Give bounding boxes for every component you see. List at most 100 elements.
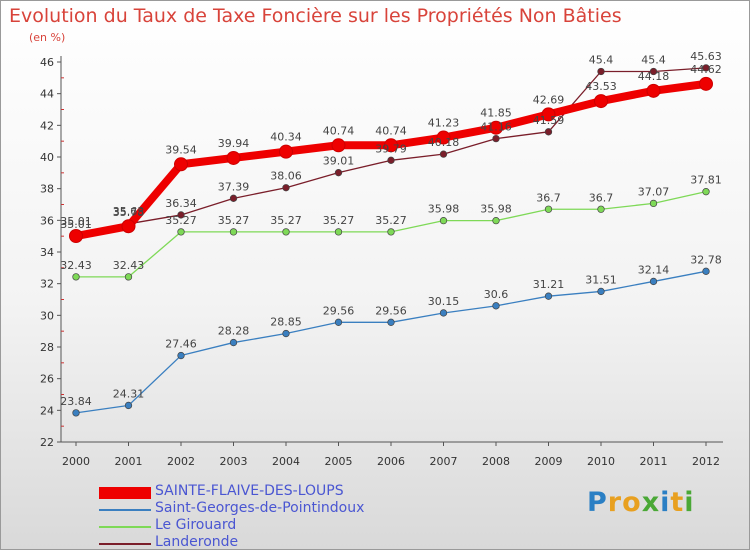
data-point-3 <box>597 67 605 76</box>
logo-letter: t <box>670 487 685 518</box>
data-point-0 <box>279 144 293 159</box>
data-label-2: 37.81 <box>690 174 722 187</box>
data-label-1: 30.6 <box>484 288 509 301</box>
line-chart: 22 24 26 28 30 32 34 36 38 40 42 44 46 2000 2001 2002 20… <box>40 50 723 468</box>
data-point-0 <box>699 76 713 91</box>
data-label-2: 36.7 <box>536 191 561 204</box>
data-point-3 <box>649 67 658 76</box>
data-point-0 <box>646 83 661 98</box>
legend-label-3: Landeronde <box>155 534 239 550</box>
y-tick-label: 30 <box>40 309 54 322</box>
data-point-2 <box>229 228 238 236</box>
data-point-3 <box>387 156 395 164</box>
y-tick-label: 24 <box>40 404 54 417</box>
x-tick-label: 2012 <box>692 455 720 468</box>
data-label-2: 35.98 <box>428 203 460 216</box>
data-point-2 <box>492 216 500 225</box>
chart-title: Evolution du Taux de Taxe Foncière sur l… <box>9 5 622 27</box>
data-point-1 <box>702 267 710 275</box>
data-label-1: 29.56 <box>323 304 355 317</box>
x-tick-label: 2002 <box>167 455 195 468</box>
data-label-1: 31.51 <box>585 273 617 286</box>
x-tick-label: 2000 <box>62 455 90 468</box>
data-label-1: 29.56 <box>375 304 407 317</box>
logo-letter: o <box>622 487 642 518</box>
data-point-1 <box>334 318 343 326</box>
data-point-1 <box>492 302 500 310</box>
data-label-3: 41.59 <box>533 114 565 127</box>
data-point-1 <box>177 351 185 360</box>
data-point-0 <box>226 150 241 165</box>
data-label-0: 35.63 <box>113 205 145 218</box>
data-point-1 <box>439 309 448 317</box>
data-point-0 <box>69 229 83 244</box>
data-label-3: 39.01 <box>323 155 355 168</box>
data-point-1 <box>597 287 605 296</box>
data-label-2: 36.7 <box>589 191 614 204</box>
data-label-0: 44.18 <box>638 70 670 83</box>
x-tick-label: 2006 <box>377 455 405 468</box>
data-label-3: 41.16 <box>480 121 512 134</box>
data-label-3: 35.78 <box>113 206 145 219</box>
y-tick-label: 22 <box>40 436 54 449</box>
data-point-0 <box>384 138 398 153</box>
data-label-1: 32.78 <box>690 253 722 266</box>
data-point-2 <box>177 228 185 236</box>
data-point-2 <box>72 273 80 281</box>
data-point-0 <box>489 120 503 135</box>
data-label-2: 35.27 <box>323 214 355 227</box>
x-tick-label: 2001 <box>115 455 143 468</box>
data-label-2: 35.27 <box>270 214 302 227</box>
data-label-3: 40.18 <box>428 136 460 149</box>
y-unit-label: (en %) <box>29 31 66 44</box>
data-point-2 <box>544 205 553 213</box>
data-point-1 <box>387 318 395 326</box>
legend-label-0: SAINTE-FLAIVE-DES-LOUPS <box>155 483 344 499</box>
data-label-1: 28.85 <box>270 316 302 329</box>
data-point-3 <box>702 64 710 72</box>
data-point-2 <box>387 228 395 236</box>
legend-swatch-2 <box>99 526 151 528</box>
data-point-3 <box>229 194 238 202</box>
data-label-0: 41.23 <box>428 117 460 130</box>
y-tick-label: 42 <box>40 119 54 132</box>
y-tick-label: 34 <box>40 246 54 259</box>
data-label-1: 24.31 <box>113 387 145 400</box>
data-label-1: 23.84 <box>60 395 92 408</box>
data-point-2 <box>439 216 448 225</box>
data-label-0: 40.34 <box>270 131 302 144</box>
data-label-3: 45.63 <box>690 50 722 63</box>
data-label-2: 32.43 <box>113 259 145 272</box>
data-point-0 <box>121 219 136 234</box>
logo-letter: i <box>684 487 695 518</box>
data-label-1: 31.21 <box>533 278 565 291</box>
data-label-2: 35.27 <box>375 214 407 227</box>
logo-letter: r <box>607 487 623 518</box>
data-point-3 <box>492 134 500 143</box>
legend-swatch-0 <box>99 487 151 499</box>
data-label-3: 35.01 <box>60 218 92 231</box>
y-tick-label: 28 <box>40 341 54 354</box>
data-point-1 <box>544 292 553 300</box>
logo-letter: P <box>587 487 608 518</box>
data-point-2 <box>124 273 133 281</box>
legend-swatch-3 <box>99 543 151 545</box>
data-label-0: 35.01 <box>60 215 92 228</box>
logo-letter: x <box>641 487 661 518</box>
data-point-1 <box>72 409 80 417</box>
data-point-1 <box>229 338 238 347</box>
data-label-0: 39.94 <box>218 137 250 150</box>
data-label-0: 43.53 <box>585 80 617 93</box>
data-label-0: 41.85 <box>480 107 512 120</box>
legend-label-2: Le Girouard <box>155 517 237 533</box>
data-point-0 <box>594 94 608 109</box>
data-point-3 <box>334 169 343 177</box>
data-label-2: 35.27 <box>218 214 250 227</box>
data-point-0 <box>436 130 451 145</box>
data-point-2 <box>334 228 343 236</box>
data-label-3: 45.4 <box>589 54 614 67</box>
data-label-3: 37.39 <box>218 180 250 193</box>
data-point-1 <box>124 401 133 410</box>
x-tick-label: 2009 <box>535 455 563 468</box>
